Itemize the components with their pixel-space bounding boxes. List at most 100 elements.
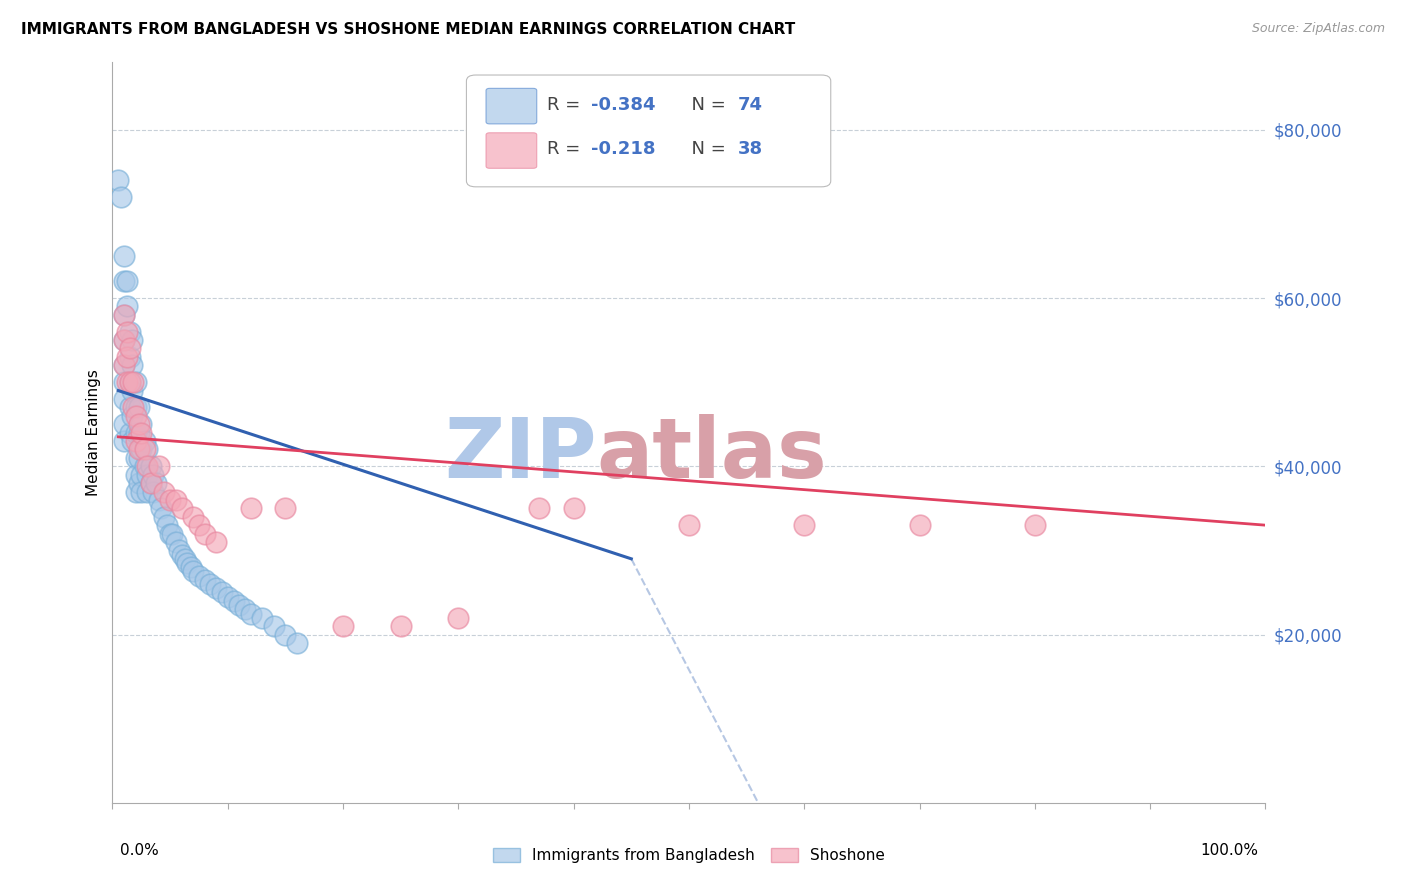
Point — [112, 333, 135, 347]
Point — [128, 417, 150, 432]
Point — [124, 450, 146, 465]
Point — [124, 409, 146, 423]
Point — [148, 459, 170, 474]
Point — [165, 535, 187, 549]
Point — [139, 476, 162, 491]
Point — [112, 375, 135, 389]
Point — [447, 610, 470, 624]
Point — [117, 274, 139, 288]
Point — [205, 581, 228, 595]
Point — [128, 425, 150, 440]
Point — [165, 492, 187, 507]
Point — [136, 467, 159, 482]
Point — [285, 636, 308, 650]
Text: Source: ZipAtlas.com: Source: ZipAtlas.com — [1251, 22, 1385, 36]
Point — [181, 565, 204, 579]
Text: R =: R = — [547, 95, 586, 113]
Point — [118, 375, 141, 389]
Point — [136, 484, 159, 499]
Point — [274, 627, 297, 641]
Point — [117, 375, 139, 389]
Point — [159, 526, 181, 541]
Point — [170, 548, 193, 562]
Point — [263, 619, 285, 633]
Point — [217, 590, 239, 604]
Point — [112, 308, 135, 322]
Point — [134, 442, 156, 457]
FancyBboxPatch shape — [486, 88, 537, 124]
Point — [134, 434, 156, 448]
FancyBboxPatch shape — [467, 75, 831, 186]
Point — [233, 602, 256, 616]
Point — [129, 425, 153, 440]
Point — [332, 619, 354, 633]
Point — [128, 401, 150, 415]
Point — [211, 585, 233, 599]
Point — [117, 325, 139, 339]
Point — [562, 501, 585, 516]
Text: 74: 74 — [737, 95, 762, 113]
Point — [205, 535, 228, 549]
Point — [149, 501, 172, 516]
Point — [112, 417, 135, 432]
Point — [145, 476, 167, 491]
Point — [188, 518, 211, 533]
Point — [124, 425, 146, 440]
Point — [129, 417, 153, 432]
Point — [162, 526, 184, 541]
Point — [118, 375, 141, 389]
Point — [118, 325, 141, 339]
Point — [908, 518, 931, 533]
Point — [118, 342, 141, 356]
Point — [129, 484, 153, 499]
Point — [112, 274, 135, 288]
Text: atlas: atlas — [596, 414, 828, 495]
Point — [122, 401, 145, 415]
Point — [118, 401, 141, 415]
Point — [139, 459, 162, 474]
Point — [124, 401, 146, 415]
Point — [110, 190, 132, 204]
Point — [1024, 518, 1046, 533]
Point — [159, 492, 181, 507]
Text: ZIP: ZIP — [444, 414, 596, 495]
Point — [170, 501, 193, 516]
Point — [194, 526, 217, 541]
Text: IMMIGRANTS FROM BANGLADESH VS SHOSHONE MEDIAN EARNINGS CORRELATION CHART: IMMIGRANTS FROM BANGLADESH VS SHOSHONE M… — [21, 22, 796, 37]
Point — [252, 610, 274, 624]
Point — [117, 300, 139, 314]
Point — [180, 560, 202, 574]
Point — [121, 409, 143, 423]
Point — [222, 594, 245, 608]
Point — [121, 359, 143, 373]
Point — [136, 459, 159, 474]
Point — [121, 434, 143, 448]
Point — [129, 467, 153, 482]
Text: -0.218: -0.218 — [591, 140, 655, 158]
Point — [112, 333, 135, 347]
Point — [793, 518, 815, 533]
Text: N =: N = — [679, 95, 731, 113]
Point — [142, 467, 165, 482]
Point — [169, 543, 191, 558]
Point — [274, 501, 297, 516]
Point — [129, 442, 153, 457]
Point — [527, 501, 550, 516]
Point — [128, 476, 150, 491]
FancyBboxPatch shape — [486, 133, 537, 169]
Point — [136, 442, 159, 457]
Point — [121, 333, 143, 347]
Point — [128, 442, 150, 457]
Text: N =: N = — [679, 140, 731, 158]
Point — [107, 173, 129, 187]
Point — [128, 450, 150, 465]
Point — [181, 509, 204, 524]
Point — [112, 359, 135, 373]
Point — [389, 619, 412, 633]
Point — [153, 509, 176, 524]
Point — [112, 249, 135, 263]
Point — [194, 573, 217, 587]
Point — [678, 518, 700, 533]
Legend: Immigrants from Bangladesh, Shoshone: Immigrants from Bangladesh, Shoshone — [486, 842, 891, 869]
Point — [228, 598, 250, 612]
